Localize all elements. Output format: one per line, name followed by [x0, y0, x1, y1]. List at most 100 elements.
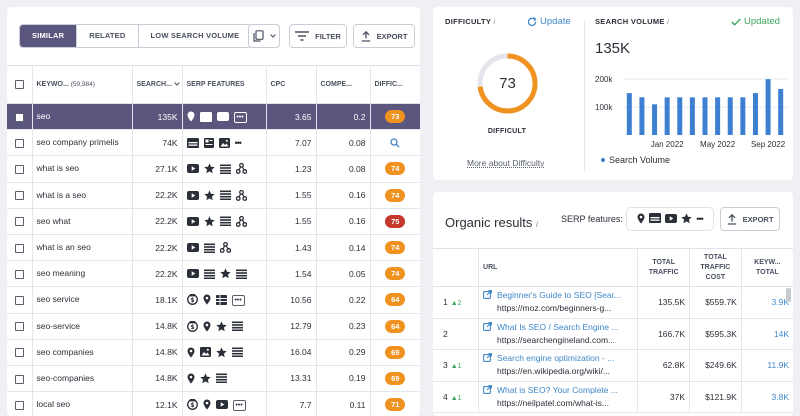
result-title-link[interactable]: What is SEO? Your Complete ...	[483, 384, 633, 397]
keyword-link[interactable]: seo service	[36, 294, 80, 305]
volume-bar[interactable]	[778, 88, 784, 135]
keyword-link[interactable]: seo	[36, 111, 51, 122]
scrollbar-thumb[interactable]	[786, 288, 791, 302]
filter-button[interactable]: FILTER	[289, 24, 347, 48]
header-url[interactable]: URL	[478, 248, 639, 287]
volume-bar[interactable]	[715, 97, 721, 135]
header-difficulty[interactable]: DIFFIC...	[370, 65, 420, 104]
sort-down-icon	[174, 82, 180, 86]
keyword-link[interactable]: seo companies	[36, 346, 94, 357]
volume-bar[interactable]	[652, 104, 658, 135]
row-checkbox[interactable]	[14, 374, 24, 384]
difficulty-badge: 74	[385, 241, 406, 255]
row-checkbox[interactable]	[14, 400, 24, 410]
row-checkbox[interactable]	[14, 191, 24, 201]
keywords-total-cell[interactable]: 11.9K	[741, 349, 793, 382]
keyword-row[interactable]: what is an seo 22.2K 1.43 0.14 74	[7, 234, 420, 262]
keyword-link[interactable]: what is an seo	[36, 242, 91, 253]
volume-cell: 135K	[132, 103, 183, 131]
traffic-cost-cell: $595.3K	[689, 318, 742, 350]
header-cpc[interactable]: CPC	[266, 65, 317, 104]
volume-bar[interactable]	[639, 97, 645, 135]
more-features-icon[interactable]: •••	[232, 399, 246, 411]
keyword-row[interactable]: what is seo 27.1K 1.23 0.08 74	[7, 155, 420, 183]
export-button[interactable]: EXPORT	[353, 24, 415, 48]
serp-features-cell	[182, 182, 267, 209]
volume-bar[interactable]	[765, 79, 771, 135]
keyword-row[interactable]: seo-service 14.8K $ 12.79 0.23 64	[7, 313, 420, 340]
row-checkbox-cell	[7, 339, 33, 366]
volume-bar[interactable]	[689, 97, 695, 135]
header-competition[interactable]: COMPE...	[316, 65, 371, 104]
keyword-link[interactable]: what is a seo	[36, 189, 87, 200]
tab-similar[interactable]: SIMILAR	[20, 25, 78, 47]
keyword-link[interactable]: local seo	[36, 399, 71, 410]
organic-info-icon[interactable]: i	[536, 220, 538, 229]
header-serp-features[interactable]: SERP FEATURES	[182, 65, 267, 104]
header-total-traffic[interactable]: TOTAL TRAFFIC	[637, 248, 691, 287]
keyword-link[interactable]: what is seo	[36, 163, 80, 174]
video-icon	[186, 269, 199, 279]
keyword-row[interactable]: seo meaning 22.2K 1.54 0.05 74	[7, 260, 420, 288]
keyword-row[interactable]: what is a seo 22.2K 1.55 0.16 74	[7, 182, 420, 209]
keyword-row[interactable]: seo companies 14.8K 16.04 0.29 69	[7, 339, 420, 366]
organic-export-button[interactable]: EXPORT	[720, 207, 780, 231]
keywords-total-cell[interactable]: 14K	[741, 318, 793, 350]
tab-related[interactable]: RELATED	[77, 25, 139, 47]
more-about-difficulty-link[interactable]: More about Difficulty	[467, 158, 545, 168]
serp-features-cell: •••	[182, 129, 267, 157]
row-checkbox[interactable]	[14, 112, 24, 122]
result-title-link[interactable]: What Is SEO / Search Engine ...	[483, 321, 633, 334]
more-features-icon: •••	[696, 214, 704, 224]
keyword-row[interactable]: seo service 18.1K $ ••• 10.56 0.22 64	[7, 286, 420, 314]
keyword-row[interactable]: seo 135K ••• 3.65 0.2 73	[7, 103, 420, 131]
volume-bar[interactable]	[626, 93, 632, 135]
row-checkbox[interactable]	[14, 269, 24, 279]
keyword-row[interactable]: seo what 22.2K 1.55 0.16 75	[7, 208, 420, 235]
keyword-row[interactable]: local seo 12.1K $ ••• 7.7 0.11 71	[7, 391, 420, 416]
row-checkbox[interactable]	[14, 165, 24, 175]
update-button[interactable]: Update	[527, 16, 571, 27]
row-checkbox[interactable]	[14, 138, 24, 148]
row-checkbox[interactable]	[14, 217, 24, 227]
gallery-icon	[186, 137, 199, 148]
keyword-row[interactable]: seo company primelis 74K ••• 7.07 0.08	[7, 129, 420, 157]
select-all-checkbox[interactable]	[14, 80, 24, 89]
serp-features-chip[interactable]: •••	[626, 207, 714, 231]
volume-bar[interactable]	[752, 93, 758, 135]
header-search-volume[interactable]: SEARCH...	[132, 65, 183, 104]
row-checkbox[interactable]	[14, 322, 24, 332]
row-checkbox[interactable]	[14, 243, 24, 253]
keyword-link[interactable]: seo-companies	[36, 372, 95, 383]
keywords-total-cell[interactable]: 3.9K	[741, 286, 793, 319]
search-volume-info-icon[interactable]: i	[667, 17, 670, 26]
more-features-icon[interactable]: •••	[233, 111, 247, 123]
keyword-link[interactable]: seo what	[36, 215, 71, 226]
volume-bar[interactable]	[740, 97, 746, 135]
star-icon	[219, 268, 231, 279]
header-traffic-cost[interactable]: TOTAL TRAFFIC COST	[689, 248, 742, 287]
difficulty-info-icon[interactable]: i	[493, 17, 496, 26]
header-keyword[interactable]: KEYWO... (59,984)	[32, 65, 133, 104]
volume-bar[interactable]	[727, 97, 733, 135]
keyword-link[interactable]: seo-service	[36, 320, 80, 331]
volume-bar[interactable]	[677, 97, 683, 135]
keyword-link[interactable]: seo meaning	[36, 268, 86, 279]
keyword-cell: what is a seo	[32, 182, 133, 209]
keyword-row[interactable]: seo-companies 14.8K 13.31 0.19 69	[7, 365, 420, 393]
copy-dropdown-button[interactable]	[248, 24, 280, 48]
result-title: What Is SEO / Search Engine ...	[497, 321, 619, 332]
result-title-link[interactable]: Search engine optimization - ...	[483, 352, 633, 365]
more-features-icon[interactable]: •••	[231, 294, 245, 306]
header-keywords-total[interactable]: KEYW... TOTAL	[741, 248, 793, 287]
volume-bar[interactable]	[664, 97, 670, 135]
result-title-link[interactable]: Beginner's Guide to SEO [Sear...	[483, 289, 633, 302]
tab-low-search-volume[interactable]: LOW SEARCH VOLUME	[138, 25, 252, 47]
row-checkbox[interactable]	[14, 348, 24, 358]
keyword-cell: seo service	[32, 286, 133, 314]
search-icon[interactable]	[390, 138, 400, 148]
keyword-link[interactable]: seo company primelis	[36, 137, 119, 148]
row-checkbox[interactable]	[14, 296, 24, 306]
keywords-total-cell[interactable]: 3.8K	[741, 381, 793, 413]
volume-bar[interactable]	[702, 97, 708, 135]
